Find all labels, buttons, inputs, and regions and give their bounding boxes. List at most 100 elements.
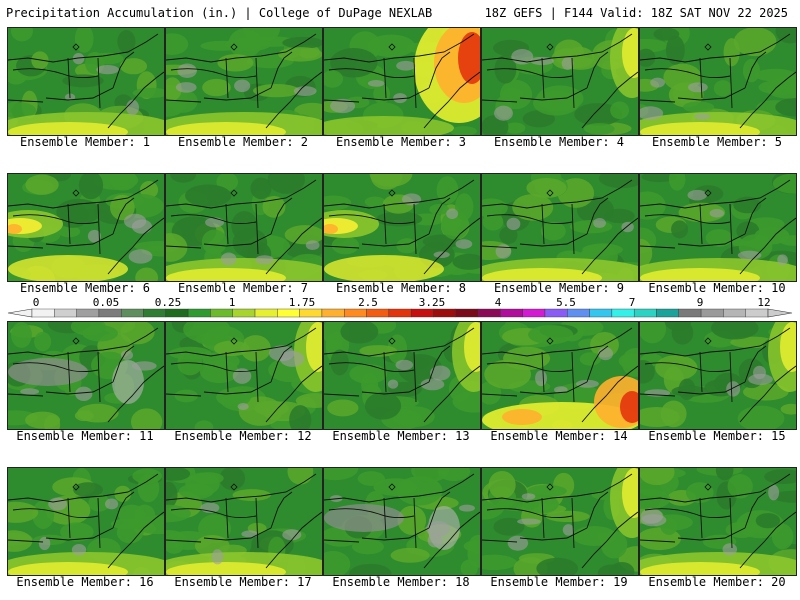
colorbar-min-arrow <box>7 308 33 318</box>
ensemble-member-map <box>323 27 481 136</box>
ensemble-member-map <box>481 27 639 136</box>
colorbar-swatch <box>187 308 211 318</box>
colorbar-max-arrow <box>767 308 793 318</box>
precipitation-map-image <box>8 28 164 135</box>
colorbar-swatch <box>76 308 100 318</box>
ensemble-member-label: Ensemble Member: 9 <box>493 281 625 295</box>
ensemble-member-map <box>165 27 323 136</box>
colorbar-swatch <box>745 308 769 318</box>
precipitation-map-image <box>324 28 480 135</box>
ensemble-member-map <box>7 321 165 430</box>
ensemble-member-label: Ensemble Member: 18 <box>332 575 470 589</box>
ensemble-member-map <box>323 321 481 430</box>
precipitation-map-image <box>640 174 796 281</box>
colorbar-tick-label: 3.25 <box>418 296 446 309</box>
colorbar-tick-label: 2.5 <box>358 296 378 309</box>
ensemble-member-map <box>323 173 481 282</box>
precipitation-map-image <box>640 468 796 575</box>
ensemble-member-map <box>323 467 481 576</box>
colorbar-swatch <box>143 308 167 318</box>
colorbar-swatch <box>522 308 546 318</box>
ensemble-member-label: Ensemble Member: 3 <box>335 135 467 149</box>
colorbar-swatch <box>700 308 724 318</box>
colorbar-tick-label: 0.05 <box>92 296 120 309</box>
colorbar-swatch <box>232 308 256 318</box>
ensemble-member-label: Ensemble Member: 1 <box>19 135 151 149</box>
ensemble-member-label: Ensemble Member: 8 <box>335 281 467 295</box>
ensemble-member-map <box>481 321 639 430</box>
ensemble-member-label: Ensemble Member: 12 <box>174 429 312 443</box>
colorbar-swatch <box>500 308 523 318</box>
precipitation-map-image <box>482 28 638 135</box>
colorbar-tick-label: 9 <box>696 296 704 309</box>
colorbar-swatch <box>54 308 77 318</box>
ensemble-member-map <box>165 467 323 576</box>
precipitation-map-image <box>640 28 796 135</box>
colorbar-swatch <box>277 308 300 318</box>
colorbar-tick-label: 12 <box>757 296 771 309</box>
ensemble-member-map <box>165 321 323 430</box>
colorbar-swatch <box>410 308 434 318</box>
ensemble-member-map <box>639 27 797 136</box>
colorbar-tick-label: 4 <box>494 296 502 309</box>
colorbar-swatch <box>723 308 746 318</box>
colorbar-swatch <box>344 308 367 318</box>
precipitation-map-image <box>324 468 480 575</box>
ensemble-member-map <box>639 321 797 430</box>
colorbar-swatch <box>388 308 412 318</box>
ensemble-member-label: Ensemble Member: 16 <box>16 575 154 589</box>
ensemble-member-map <box>7 173 165 282</box>
colorbar-swatch <box>589 308 613 318</box>
ensemble-member-map <box>639 467 797 576</box>
precipitation-map-image <box>482 174 638 281</box>
ensemble-member-label: Ensemble Member: 13 <box>332 429 470 443</box>
colorbar-swatch <box>633 308 657 318</box>
colorbar-tick-label: 7 <box>628 296 636 309</box>
colorbar-swatch <box>254 308 278 318</box>
ensemble-member-label: Ensemble Member: 19 <box>490 575 628 589</box>
colorbar-swatch <box>31 308 55 318</box>
colorbar-swatch <box>321 308 345 318</box>
colorbar-swatch <box>656 308 679 318</box>
ensemble-member-label: Ensemble Member: 4 <box>493 135 625 149</box>
ensemble-member-label: Ensemble Member: 7 <box>177 281 309 295</box>
precipitation-map-image <box>166 468 322 575</box>
colorbar-swatch <box>477 308 501 318</box>
precipitation-map-image <box>166 322 322 429</box>
precipitation-map-image <box>640 322 796 429</box>
colorbar-tick-label: 5.5 <box>556 296 576 309</box>
ensemble-member-map <box>481 173 639 282</box>
ensemble-member-map <box>639 173 797 282</box>
run-info: 18Z GEFS | F144 Valid: 18Z SAT NOV 22 20… <box>484 6 788 20</box>
precipitation-map-image <box>166 28 322 135</box>
colorbar-tick-label: 0 <box>32 296 40 309</box>
precipitation-colorbar <box>7 308 793 318</box>
precipitation-map-image <box>8 322 164 429</box>
map-title: Precipitation Accumulation (in.) | Colle… <box>6 6 433 20</box>
precipitation-map-image <box>166 174 322 281</box>
ensemble-member-label: Ensemble Member: 17 <box>174 575 312 589</box>
ensemble-member-label: Ensemble Member: 15 <box>648 429 786 443</box>
ensemble-member-label: Ensemble Member: 10 <box>648 281 786 295</box>
ensemble-member-map <box>165 173 323 282</box>
ensemble-member-map <box>7 27 165 136</box>
precipitation-map-image <box>324 174 480 281</box>
ensemble-member-label: Ensemble Member: 2 <box>177 135 309 149</box>
ensemble-member-label: Ensemble Member: 20 <box>648 575 786 589</box>
precipitation-map-image <box>482 468 638 575</box>
ensemble-member-label: Ensemble Member: 5 <box>651 135 783 149</box>
colorbar-swatch <box>678 308 702 318</box>
colorbar-tick-label: 1.75 <box>288 296 316 309</box>
colorbar-swatch <box>567 308 590 318</box>
ensemble-member-map <box>7 467 165 576</box>
colorbar-swatch <box>299 308 323 318</box>
ensemble-member-label: Ensemble Member: 6 <box>19 281 151 295</box>
colorbar-swatch <box>366 308 390 318</box>
ensemble-member-label: Ensemble Member: 11 <box>16 429 154 443</box>
precipitation-map-image <box>324 322 480 429</box>
colorbar-swatch <box>544 308 568 318</box>
colorbar-swatch <box>98 308 122 318</box>
precipitation-map-image <box>8 468 164 575</box>
ensemble-member-map <box>481 467 639 576</box>
colorbar-swatch <box>121 308 144 318</box>
